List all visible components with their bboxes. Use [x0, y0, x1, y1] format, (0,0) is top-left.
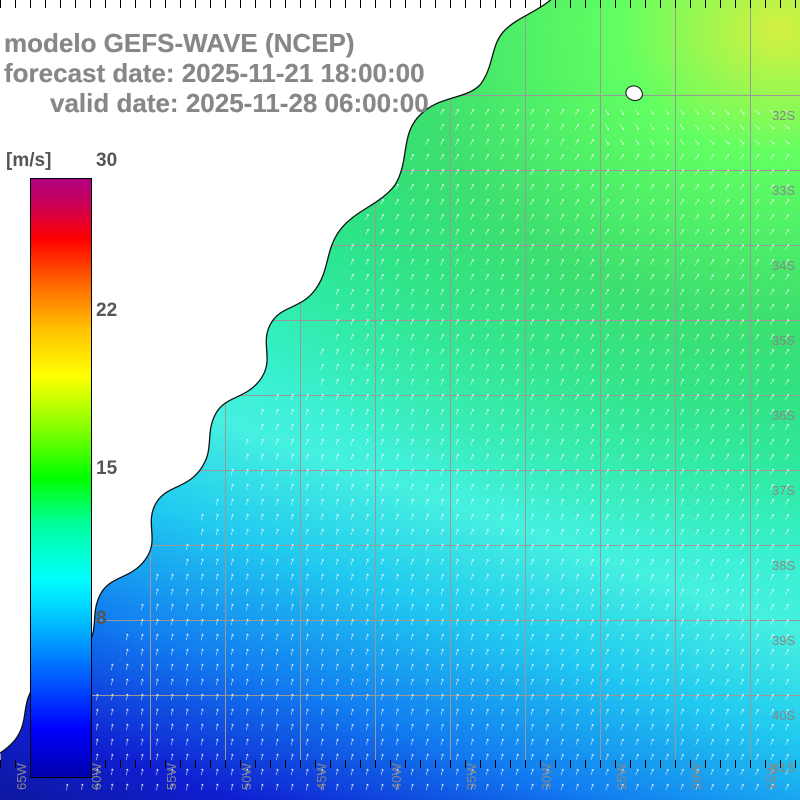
- colorbar-tick-8: 8: [96, 608, 107, 630]
- lon-label-0: 65W: [14, 763, 29, 790]
- lon-label-9: 20W: [689, 763, 704, 790]
- colorbar-tick-30: 30: [96, 150, 117, 172]
- coastline-overlay: [0, 0, 800, 800]
- lat-label-9: 41S: [772, 760, 795, 775]
- top-tick-marks: [0, 0, 800, 8]
- lon-label-6: 35W: [464, 763, 479, 790]
- lat-label-1: 33S: [772, 183, 795, 198]
- lat-label-0: 32S: [772, 108, 795, 123]
- lon-label-8: 25W: [614, 763, 629, 790]
- lat-label-5: 37S: [772, 483, 795, 498]
- lat-label-7: 39S: [772, 633, 795, 648]
- wave-map-container: ↓ ↓ ↓ ↓ ↓ ↓ ↓ ↓ ↓ ↓ ↓ ↓ ↓ ↓ ↓ ↓ ↓ ↓ ↓ ↓ ↓ ↓ ↓ ↓ ↓ ↓ ↓ ↓ ↓ ↓ ↓ ↓ ↓ ↓ ↓ ↓ ↓ ↓ ↓ ↓…: [0, 0, 800, 800]
- title-line1: modelo GEFS-WAVE (NCEP): [4, 28, 429, 58]
- colorbar-tick-22: 22: [96, 300, 117, 322]
- lon-label-3: 50W: [239, 763, 254, 790]
- lat-label-2: 34S: [772, 258, 795, 273]
- map-title-block: modelo GEFS-WAVE (NCEP) forecast date: 2…: [4, 28, 429, 118]
- colorbar-unit-label: [m/s]: [6, 150, 51, 172]
- lon-label-7: 30W: [539, 763, 554, 790]
- lat-label-4: 36S: [772, 408, 795, 423]
- lon-label-5: 40W: [389, 763, 404, 790]
- colorbar-tick-15: 15: [96, 458, 117, 480]
- lat-label-6: 38S: [772, 558, 795, 573]
- lon-label-2: 55W: [164, 763, 179, 790]
- wave-height-colorbar: [30, 178, 92, 778]
- title-line3: valid date: 2025-11-28 06:00:00: [4, 88, 429, 118]
- lat-label-8: 40S: [772, 708, 795, 723]
- lon-label-4: 45W: [314, 763, 329, 790]
- lat-label-3: 35S: [772, 333, 795, 348]
- title-line2: forecast date: 2025-11-21 18:00:00: [4, 58, 429, 88]
